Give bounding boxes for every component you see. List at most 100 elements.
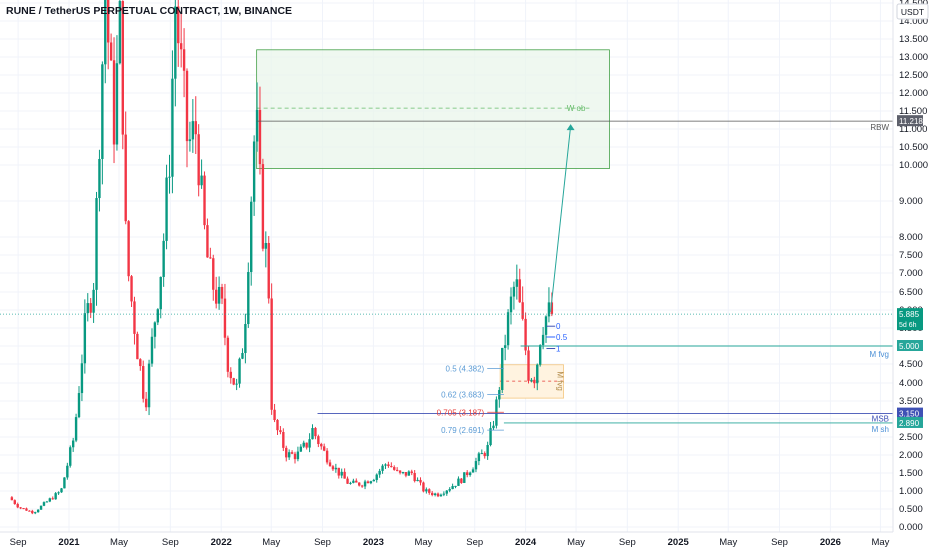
candle-body	[51, 498, 54, 500]
candle-body	[261, 164, 265, 249]
y-tick-label: 2.500	[899, 432, 923, 443]
candle-body	[121, 1, 124, 135]
candle-body	[36, 509, 40, 513]
x-tick-label: May	[871, 537, 889, 548]
candle-body	[60, 488, 63, 493]
candle-body	[433, 493, 437, 495]
candle-body	[95, 198, 98, 290]
candle-body	[290, 452, 294, 454]
candle-body	[349, 482, 352, 484]
candle-body	[191, 121, 195, 140]
candle-body	[334, 467, 338, 470]
x-tick-label: May	[262, 537, 280, 548]
y-tick-label: 2.000	[899, 450, 923, 461]
candle-body	[518, 279, 521, 303]
candle-body	[492, 425, 495, 429]
candle-body	[54, 493, 57, 500]
x-tick-label: Sep	[162, 537, 179, 548]
y-tick-label: 7.000	[899, 268, 923, 279]
candle-body	[156, 309, 160, 323]
candle-body	[235, 383, 238, 385]
candle-body	[530, 379, 533, 381]
zones-layer: W ob M fvg	[256, 49, 610, 399]
candle-body	[436, 493, 440, 497]
candle-body	[384, 464, 387, 466]
candle-body	[404, 472, 408, 476]
y-tick-label: 1.000	[899, 486, 923, 497]
candle-body	[317, 436, 320, 445]
currency-box	[896, 3, 929, 20]
candle-body	[133, 301, 136, 334]
candle-body	[293, 453, 297, 460]
candle-body	[69, 447, 72, 466]
candle-body	[39, 505, 43, 510]
candle-body	[387, 464, 390, 467]
candle-body	[305, 442, 308, 448]
candle-body	[425, 489, 428, 492]
candle-body	[247, 272, 250, 325]
candle-body	[451, 486, 454, 490]
y-tick-label: 10.500	[899, 142, 928, 153]
y-tick-label: 13.500	[899, 34, 928, 45]
candle-body	[92, 289, 95, 313]
candle-body	[258, 109, 262, 165]
candle-body	[206, 225, 209, 258]
candle-body	[439, 494, 443, 497]
candle-body	[524, 318, 527, 351]
y-tick-label: 13.000	[899, 52, 928, 63]
candle-body	[445, 490, 448, 494]
candle-body	[142, 366, 145, 399]
x-tick-label: 2022	[211, 537, 232, 548]
candle-body	[127, 221, 130, 277]
candle-body	[372, 479, 376, 482]
x-tick-label: Sep	[10, 537, 27, 548]
candle-body	[413, 473, 416, 482]
candle-body	[115, 63, 119, 145]
candle-body	[223, 298, 227, 338]
candle-body	[343, 471, 346, 479]
x-tick-label: Sep	[314, 537, 331, 548]
candle-body	[381, 465, 384, 471]
fib-level-label: 0.79 (2.691)	[441, 426, 484, 435]
candle-body	[358, 482, 361, 486]
msb-price-tag-text: 3.150	[899, 410, 920, 419]
candle-body	[112, 60, 116, 145]
fvg-box-label: M fvg	[556, 371, 565, 391]
candle-body	[393, 467, 396, 470]
fib-level-label: 0.5 (4.382)	[446, 364, 485, 373]
candle-body	[22, 508, 25, 510]
candle-body	[471, 469, 475, 473]
candle-body	[147, 363, 151, 408]
candle-body	[118, 1, 122, 64]
candle-body	[80, 363, 84, 394]
candle-body	[174, 6, 177, 79]
candle-body	[541, 334, 545, 346]
candle-body	[101, 64, 104, 159]
candle-body	[515, 279, 519, 287]
y-tick-label: 8.000	[899, 232, 923, 243]
candle-body	[463, 472, 466, 483]
candle-body	[144, 398, 148, 408]
x-tick-label: May	[414, 537, 432, 548]
y-tick-label: 4.000	[899, 378, 923, 389]
candle-body	[302, 442, 305, 447]
candle-body	[407, 471, 411, 476]
candle-body	[486, 445, 489, 457]
candle-body	[34, 512, 37, 514]
candle-body	[308, 439, 311, 448]
candle-body	[544, 316, 548, 335]
candle-body	[200, 175, 203, 186]
candle-body	[328, 462, 332, 467]
y-tick-label: 4.500	[899, 359, 923, 370]
candle-body	[466, 472, 469, 476]
candle-body	[287, 452, 291, 458]
candle-body	[276, 420, 279, 431]
candle-body	[460, 478, 463, 483]
m-fvg-label: M fvg	[869, 350, 889, 359]
candle-body	[285, 447, 288, 458]
candle-body	[209, 257, 212, 259]
candle-body	[501, 347, 504, 391]
m-sh-price-tag	[897, 416, 923, 428]
y-tick-label: 12.000	[899, 88, 928, 99]
